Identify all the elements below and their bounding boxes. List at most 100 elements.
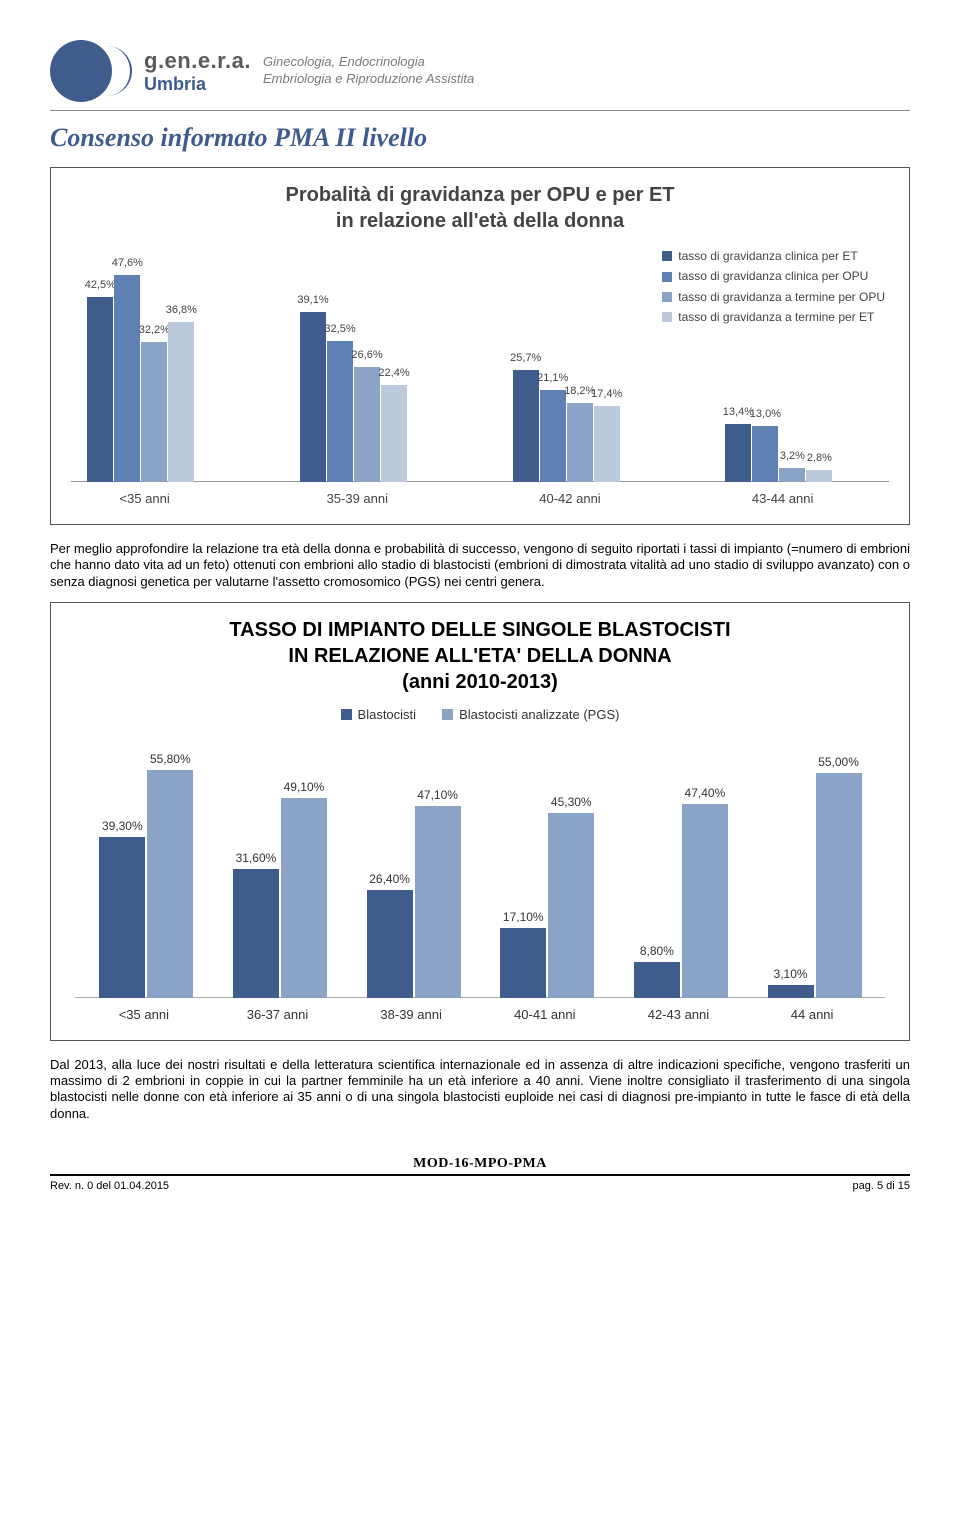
chart-bar: 3,2% [779, 468, 805, 482]
chart1-category-label: <35 anni [119, 491, 169, 506]
bar-value-label: 39,1% [297, 294, 328, 306]
bar-value-label: 26,40% [369, 872, 410, 886]
chart1-category-label: 43-44 anni [752, 491, 813, 506]
chart-bar: 47,10% [415, 806, 461, 998]
chart2-baseline [75, 997, 885, 998]
chart2-title-line: IN RELAZIONE ALL'ETA' DELLA DONNA [288, 645, 671, 667]
chart1-title-line: Probalità di gravidanza per OPU e per ET [286, 184, 675, 206]
chart2-container: TASSO DI IMPIANTO DELLE SINGOLE BLASTOCI… [50, 602, 910, 1041]
legend-item: Blastocisti analizzate (PGS) [442, 707, 619, 722]
document-title: Consenso informato PMA II livello [50, 123, 910, 153]
chart-bar: 25,7% [513, 370, 539, 482]
chart-bar: 13,0% [752, 426, 778, 482]
chart-bar: 8,80% [634, 962, 680, 998]
brand-description: Ginecologia, Endocrinologia Embriologia … [263, 54, 474, 88]
chart2-plot: 39,30%55,80%<35 anni31,60%49,10%36-37 an… [75, 732, 885, 1022]
chart1-plot: tasso di gravidanza clinica per ET tasso… [71, 246, 889, 506]
brand-desc-line: Embriologia e Riproduzione Assistita [263, 71, 474, 88]
chart2-category-label: 36-37 anni [247, 1007, 308, 1022]
chart1-group: 25,7%21,1%18,2%17,4% [513, 370, 620, 482]
chart2-title-line: (anni 2010-2013) [402, 671, 558, 693]
chart1-group: 13,4%13,0%3,2%2,8% [725, 424, 832, 482]
chart2-category-label: 40-41 anni [514, 1007, 575, 1022]
chart2-category-label: 44 anni [791, 1007, 834, 1022]
bar-value-label: 49,10% [284, 780, 325, 794]
chart1-group: 42,5%47,6%32,2%36,8% [87, 275, 194, 482]
chart2-title: TASSO DI IMPIANTO DELLE SINGOLE BLASTOCI… [65, 617, 895, 695]
bar-value-label: 47,40% [685, 786, 726, 800]
chart-bar: 17,10% [500, 928, 546, 998]
bar-value-label: 55,00% [818, 755, 859, 769]
chart2-category-label: 38-39 anni [380, 1007, 441, 1022]
bar-value-label: 3,10% [774, 967, 808, 981]
bar-value-label: 25,7% [510, 352, 541, 364]
chart2-category-label: 42-43 anni [648, 1007, 709, 1022]
bar-value-label: 45,30% [551, 795, 592, 809]
chart2-group: 26,40%47,10% [367, 806, 461, 998]
footer-page: pag. 5 di 15 [853, 1180, 911, 1192]
legend-swatch [442, 709, 453, 720]
legend-swatch [341, 709, 352, 720]
chart-bar: 32,5% [327, 341, 353, 482]
chart-bar: 21,1% [540, 390, 566, 482]
legend-item: tasso di gravidanza clinica per ET [662, 246, 885, 266]
chart-bar: 42,5% [87, 297, 113, 482]
chart1-title-line: in relazione all'età della donna [336, 210, 624, 232]
bar-value-label: 3,2% [780, 450, 805, 462]
bar-value-label: 22,4% [378, 367, 409, 379]
legend-label: tasso di gravidanza clinica per OPU [678, 266, 868, 286]
legend-item: tasso di gravidanza a termine per ET [662, 307, 885, 327]
chart-bar: 13,4% [725, 424, 751, 482]
legend-swatch [662, 312, 672, 322]
chart1-category-label: 40-42 anni [539, 491, 600, 506]
bar-value-label: 47,10% [417, 788, 458, 802]
chart2-legend: Blastocisti Blastocisti analizzate (PGS) [65, 707, 895, 722]
footer: MOD-16-MPO-PMA Rev. n. 0 del 01.04.2015 … [50, 1156, 910, 1196]
legend-label: tasso di gravidanza clinica per ET [678, 246, 857, 266]
chart1-container: Probalità di gravidanza per OPU e per ET… [50, 167, 910, 525]
page: g.en.e.r.a. Umbria Ginecologia, Endocrin… [0, 0, 960, 1226]
chart-bar: 3,10% [768, 985, 814, 998]
chart-bar: 17,4% [594, 406, 620, 482]
footer-divider [50, 1174, 910, 1176]
bar-value-label: 8,80% [640, 944, 674, 958]
brand-block: g.en.e.r.a. Umbria [144, 48, 251, 95]
legend-item: tasso di gravidanza a termine per OPU [662, 287, 885, 307]
chart-bar: 26,40% [367, 890, 413, 998]
chart1-title: Probalità di gravidanza per OPU e per ET… [65, 182, 895, 234]
chart2-category-label: <35 anni [119, 1007, 169, 1022]
legend-swatch [662, 251, 672, 261]
legend-item: tasso di gravidanza clinica per OPU [662, 266, 885, 286]
header-divider [50, 110, 910, 111]
legend-swatch [662, 292, 672, 302]
chart-bar: 2,8% [806, 470, 832, 482]
bar-value-label: 21,1% [537, 372, 568, 384]
chart-bar: 31,60% [233, 869, 279, 998]
chart2-group: 3,10%55,00% [768, 773, 862, 997]
chart1-category-label: 35-39 anni [327, 491, 388, 506]
chart2-group: 17,10%45,30% [500, 813, 594, 998]
brand-sub: Umbria [144, 74, 251, 95]
paragraph-2: Dal 2013, alla luce dei nostri risultati… [50, 1057, 910, 1122]
chart-bar: 36,8% [168, 322, 194, 482]
chart-bar: 49,10% [281, 798, 327, 998]
chart2-group: 8,80%47,40% [634, 804, 728, 997]
chart-bar: 45,30% [548, 813, 594, 998]
brand-desc-line: Ginecologia, Endocrinologia [263, 54, 474, 71]
legend-label: tasso di gravidanza a termine per ET [678, 307, 874, 327]
legend-swatch [662, 272, 672, 282]
bar-value-label: 2,8% [807, 452, 832, 464]
bar-value-label: 13,0% [750, 408, 781, 420]
chart1-group: 39,1%32,5%26,6%22,4% [300, 312, 407, 482]
bar-value-label: 31,60% [236, 851, 277, 865]
legend-label: tasso di gravidanza a termine per OPU [678, 287, 885, 307]
bar-value-label: 39,30% [102, 819, 143, 833]
bar-value-label: 42,5% [85, 279, 116, 291]
chart-bar: 18,2% [567, 403, 593, 482]
chart-bar: 39,1% [300, 312, 326, 482]
bar-value-label: 36,8% [166, 304, 197, 316]
chart-bar: 39,30% [99, 837, 145, 997]
chart-bar: 55,00% [816, 773, 862, 997]
bar-value-label: 47,6% [112, 257, 143, 269]
chart-bar: 32,2% [141, 342, 167, 482]
